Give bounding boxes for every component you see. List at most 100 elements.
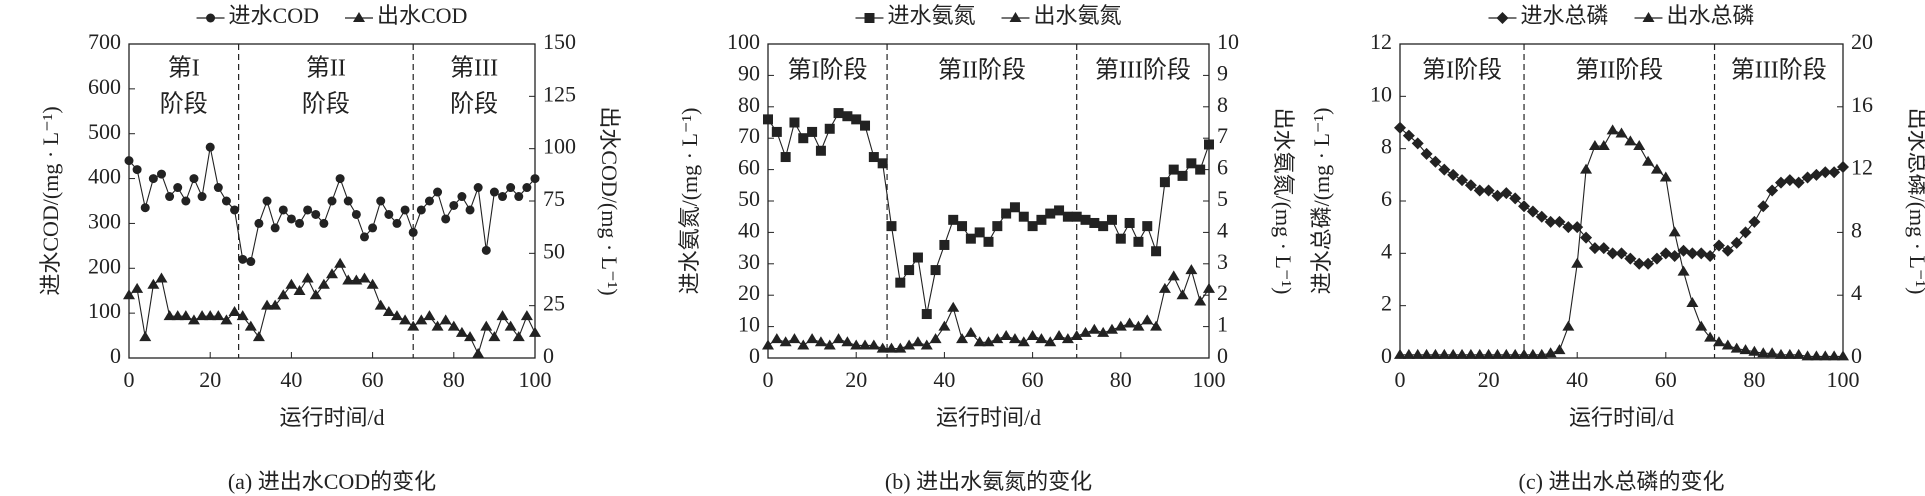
- marker: [504, 320, 517, 331]
- phase-label: 阶段: [160, 91, 208, 118]
- y-tick-label: 8: [1381, 134, 1392, 159]
- marker: [1535, 210, 1548, 223]
- marker: [1712, 336, 1725, 347]
- marker: [868, 152, 879, 163]
- marker: [382, 305, 395, 316]
- marker: [1438, 348, 1451, 359]
- marker: [163, 310, 176, 321]
- phase-label: 第I阶段: [788, 57, 868, 84]
- y2-tick-label: 0: [543, 343, 554, 368]
- marker: [1456, 348, 1469, 359]
- y2-tick-label: 8: [1851, 217, 1862, 242]
- marker: [841, 336, 854, 347]
- y2-axis-label: 出水COD/(mg · L⁻¹): [597, 106, 622, 295]
- marker: [1526, 348, 1539, 359]
- marker: [1053, 330, 1066, 341]
- marker: [1411, 137, 1424, 150]
- y2-axis-label: 出水氨氮/(mg · L⁻¹): [1271, 108, 1296, 295]
- marker: [1159, 177, 1170, 188]
- marker: [197, 192, 207, 202]
- marker: [1447, 168, 1460, 181]
- marker: [187, 314, 200, 325]
- y-tick-label: 4: [1381, 238, 1392, 263]
- x-tick-label: 60: [362, 367, 384, 392]
- y-tick-label: 90: [738, 60, 760, 85]
- marker: [220, 314, 233, 325]
- y-tick-label: 100: [727, 29, 760, 54]
- marker: [498, 192, 508, 202]
- legend-label: 进水氨氮: [887, 3, 975, 28]
- y2-tick-label: 4: [1851, 280, 1862, 305]
- marker: [798, 133, 809, 144]
- phase-label: 第III阶段: [1095, 57, 1191, 84]
- marker: [173, 183, 183, 193]
- marker: [1482, 184, 1495, 197]
- marker: [335, 174, 345, 184]
- marker: [1045, 208, 1056, 219]
- marker: [171, 310, 184, 321]
- marker: [982, 336, 995, 347]
- marker: [1553, 215, 1566, 228]
- marker: [1420, 147, 1433, 160]
- marker: [1828, 166, 1841, 179]
- marker: [457, 192, 467, 202]
- marker: [1677, 265, 1690, 276]
- marker: [1588, 140, 1601, 151]
- marker: [123, 289, 135, 300]
- x-tick-label: 80: [1743, 367, 1765, 392]
- y-axis-label: 进水COD/(mg · L⁻¹): [38, 106, 63, 295]
- y-tick-label: 40: [738, 217, 760, 242]
- marker: [1420, 348, 1433, 359]
- caption: (b) 进出水氨氮的变化: [885, 469, 1092, 494]
- marker: [1730, 236, 1743, 249]
- marker: [1079, 326, 1092, 337]
- marker: [1792, 348, 1805, 359]
- marker: [780, 152, 791, 163]
- marker: [904, 265, 915, 276]
- marker: [1456, 174, 1469, 187]
- marker: [1151, 246, 1162, 257]
- marker: [473, 183, 483, 193]
- marker: [1473, 348, 1486, 359]
- marker: [244, 320, 257, 331]
- marker: [974, 227, 985, 238]
- marker: [1141, 314, 1154, 325]
- marker: [895, 277, 906, 288]
- marker: [1018, 211, 1029, 222]
- marker: [303, 205, 313, 215]
- x-tick-label: 80: [1110, 367, 1132, 392]
- marker: [1088, 323, 1101, 334]
- marker: [449, 200, 459, 210]
- y2-tick-label: 4: [1217, 217, 1228, 242]
- plot-frame: [1399, 43, 1844, 359]
- marker: [270, 223, 280, 233]
- marker: [213, 183, 223, 193]
- phase-label: 第I: [168, 55, 200, 82]
- y2-tick-label: 125: [543, 81, 576, 106]
- marker: [1473, 184, 1486, 197]
- marker: [236, 310, 249, 321]
- y2-tick-label: 0: [1217, 343, 1228, 368]
- marker: [771, 126, 782, 137]
- marker: [1176, 289, 1189, 300]
- marker: [1142, 221, 1153, 232]
- series-line: [767, 112, 1210, 315]
- marker: [1089, 217, 1100, 228]
- x-tick-label: 20: [845, 367, 867, 392]
- legend-marker: [353, 12, 365, 22]
- marker: [139, 331, 152, 342]
- marker: [1615, 247, 1628, 260]
- marker: [1062, 211, 1073, 222]
- y-tick-label: 600: [88, 74, 121, 99]
- y-tick-label: 0: [749, 343, 760, 368]
- marker: [1535, 348, 1548, 359]
- marker: [929, 333, 942, 344]
- marker: [1792, 176, 1805, 189]
- y-tick-label: 10: [738, 312, 760, 337]
- marker: [850, 339, 863, 350]
- marker: [1597, 242, 1610, 255]
- marker: [408, 227, 418, 237]
- y2-tick-label: 10: [1217, 29, 1239, 54]
- marker: [912, 252, 923, 263]
- marker: [1739, 226, 1752, 239]
